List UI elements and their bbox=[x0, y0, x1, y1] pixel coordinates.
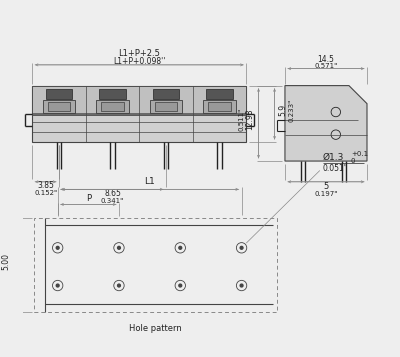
Text: P: P bbox=[86, 194, 91, 203]
Text: 0.571": 0.571" bbox=[314, 63, 338, 69]
Bar bbox=[208, 102, 231, 111]
Bar bbox=[48, 102, 70, 111]
Circle shape bbox=[56, 284, 59, 287]
Circle shape bbox=[118, 246, 120, 249]
Circle shape bbox=[56, 246, 59, 249]
Text: L1+P+2.5: L1+P+2.5 bbox=[118, 49, 160, 58]
Bar bbox=[43, 100, 75, 113]
Bar bbox=[34, 218, 278, 312]
Bar bbox=[96, 100, 128, 113]
Bar bbox=[204, 100, 236, 113]
Text: 0.152": 0.152" bbox=[34, 190, 57, 196]
Text: 12.98: 12.98 bbox=[246, 109, 254, 130]
Bar bbox=[32, 86, 246, 142]
Text: 8.65: 8.65 bbox=[104, 188, 121, 198]
Bar bbox=[153, 89, 179, 99]
Text: 0.341": 0.341" bbox=[101, 198, 124, 203]
Text: 0.233": 0.233" bbox=[288, 99, 294, 122]
Text: 5.9: 5.9 bbox=[278, 104, 288, 116]
Circle shape bbox=[240, 246, 243, 249]
Bar bbox=[150, 100, 182, 113]
Text: L1+P+0.098'': L1+P+0.098'' bbox=[113, 57, 166, 66]
Bar bbox=[155, 102, 177, 111]
Circle shape bbox=[179, 246, 182, 249]
Text: 0.051": 0.051" bbox=[323, 164, 348, 173]
Bar bbox=[32, 86, 246, 115]
Bar bbox=[46, 89, 72, 99]
Bar bbox=[99, 89, 126, 99]
Circle shape bbox=[118, 284, 120, 287]
Circle shape bbox=[179, 284, 182, 287]
Text: 5: 5 bbox=[323, 182, 328, 191]
Text: 0: 0 bbox=[351, 158, 356, 164]
Text: 3.85: 3.85 bbox=[37, 181, 54, 190]
Bar bbox=[101, 102, 124, 111]
Text: +0.1: +0.1 bbox=[351, 151, 368, 156]
Text: 0.511": 0.511" bbox=[238, 108, 244, 131]
Text: 5.00: 5.00 bbox=[1, 252, 10, 270]
Text: L1: L1 bbox=[144, 177, 155, 186]
Circle shape bbox=[240, 284, 243, 287]
Bar bbox=[206, 89, 233, 99]
Text: 0.197": 0.197" bbox=[314, 191, 338, 197]
Text: 14.5: 14.5 bbox=[318, 55, 334, 64]
Text: Hole pattern: Hole pattern bbox=[129, 325, 182, 333]
Polygon shape bbox=[285, 86, 367, 161]
Text: Ø1.3: Ø1.3 bbox=[323, 153, 344, 162]
